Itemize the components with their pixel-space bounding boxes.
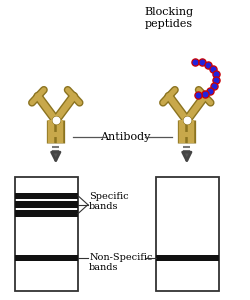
Bar — [15, 177, 78, 291]
Text: Antibody: Antibody — [100, 132, 150, 142]
Text: Blocking
peptides: Blocking peptides — [145, 7, 194, 29]
Bar — [15, 201, 78, 208]
Bar — [15, 193, 78, 199]
Bar — [15, 255, 78, 262]
Bar — [156, 177, 219, 291]
Bar — [156, 255, 219, 262]
Text: Specific
bands: Specific bands — [89, 192, 129, 212]
Bar — [15, 210, 78, 217]
Text: Non-Specific
bands: Non-Specific bands — [89, 253, 153, 272]
